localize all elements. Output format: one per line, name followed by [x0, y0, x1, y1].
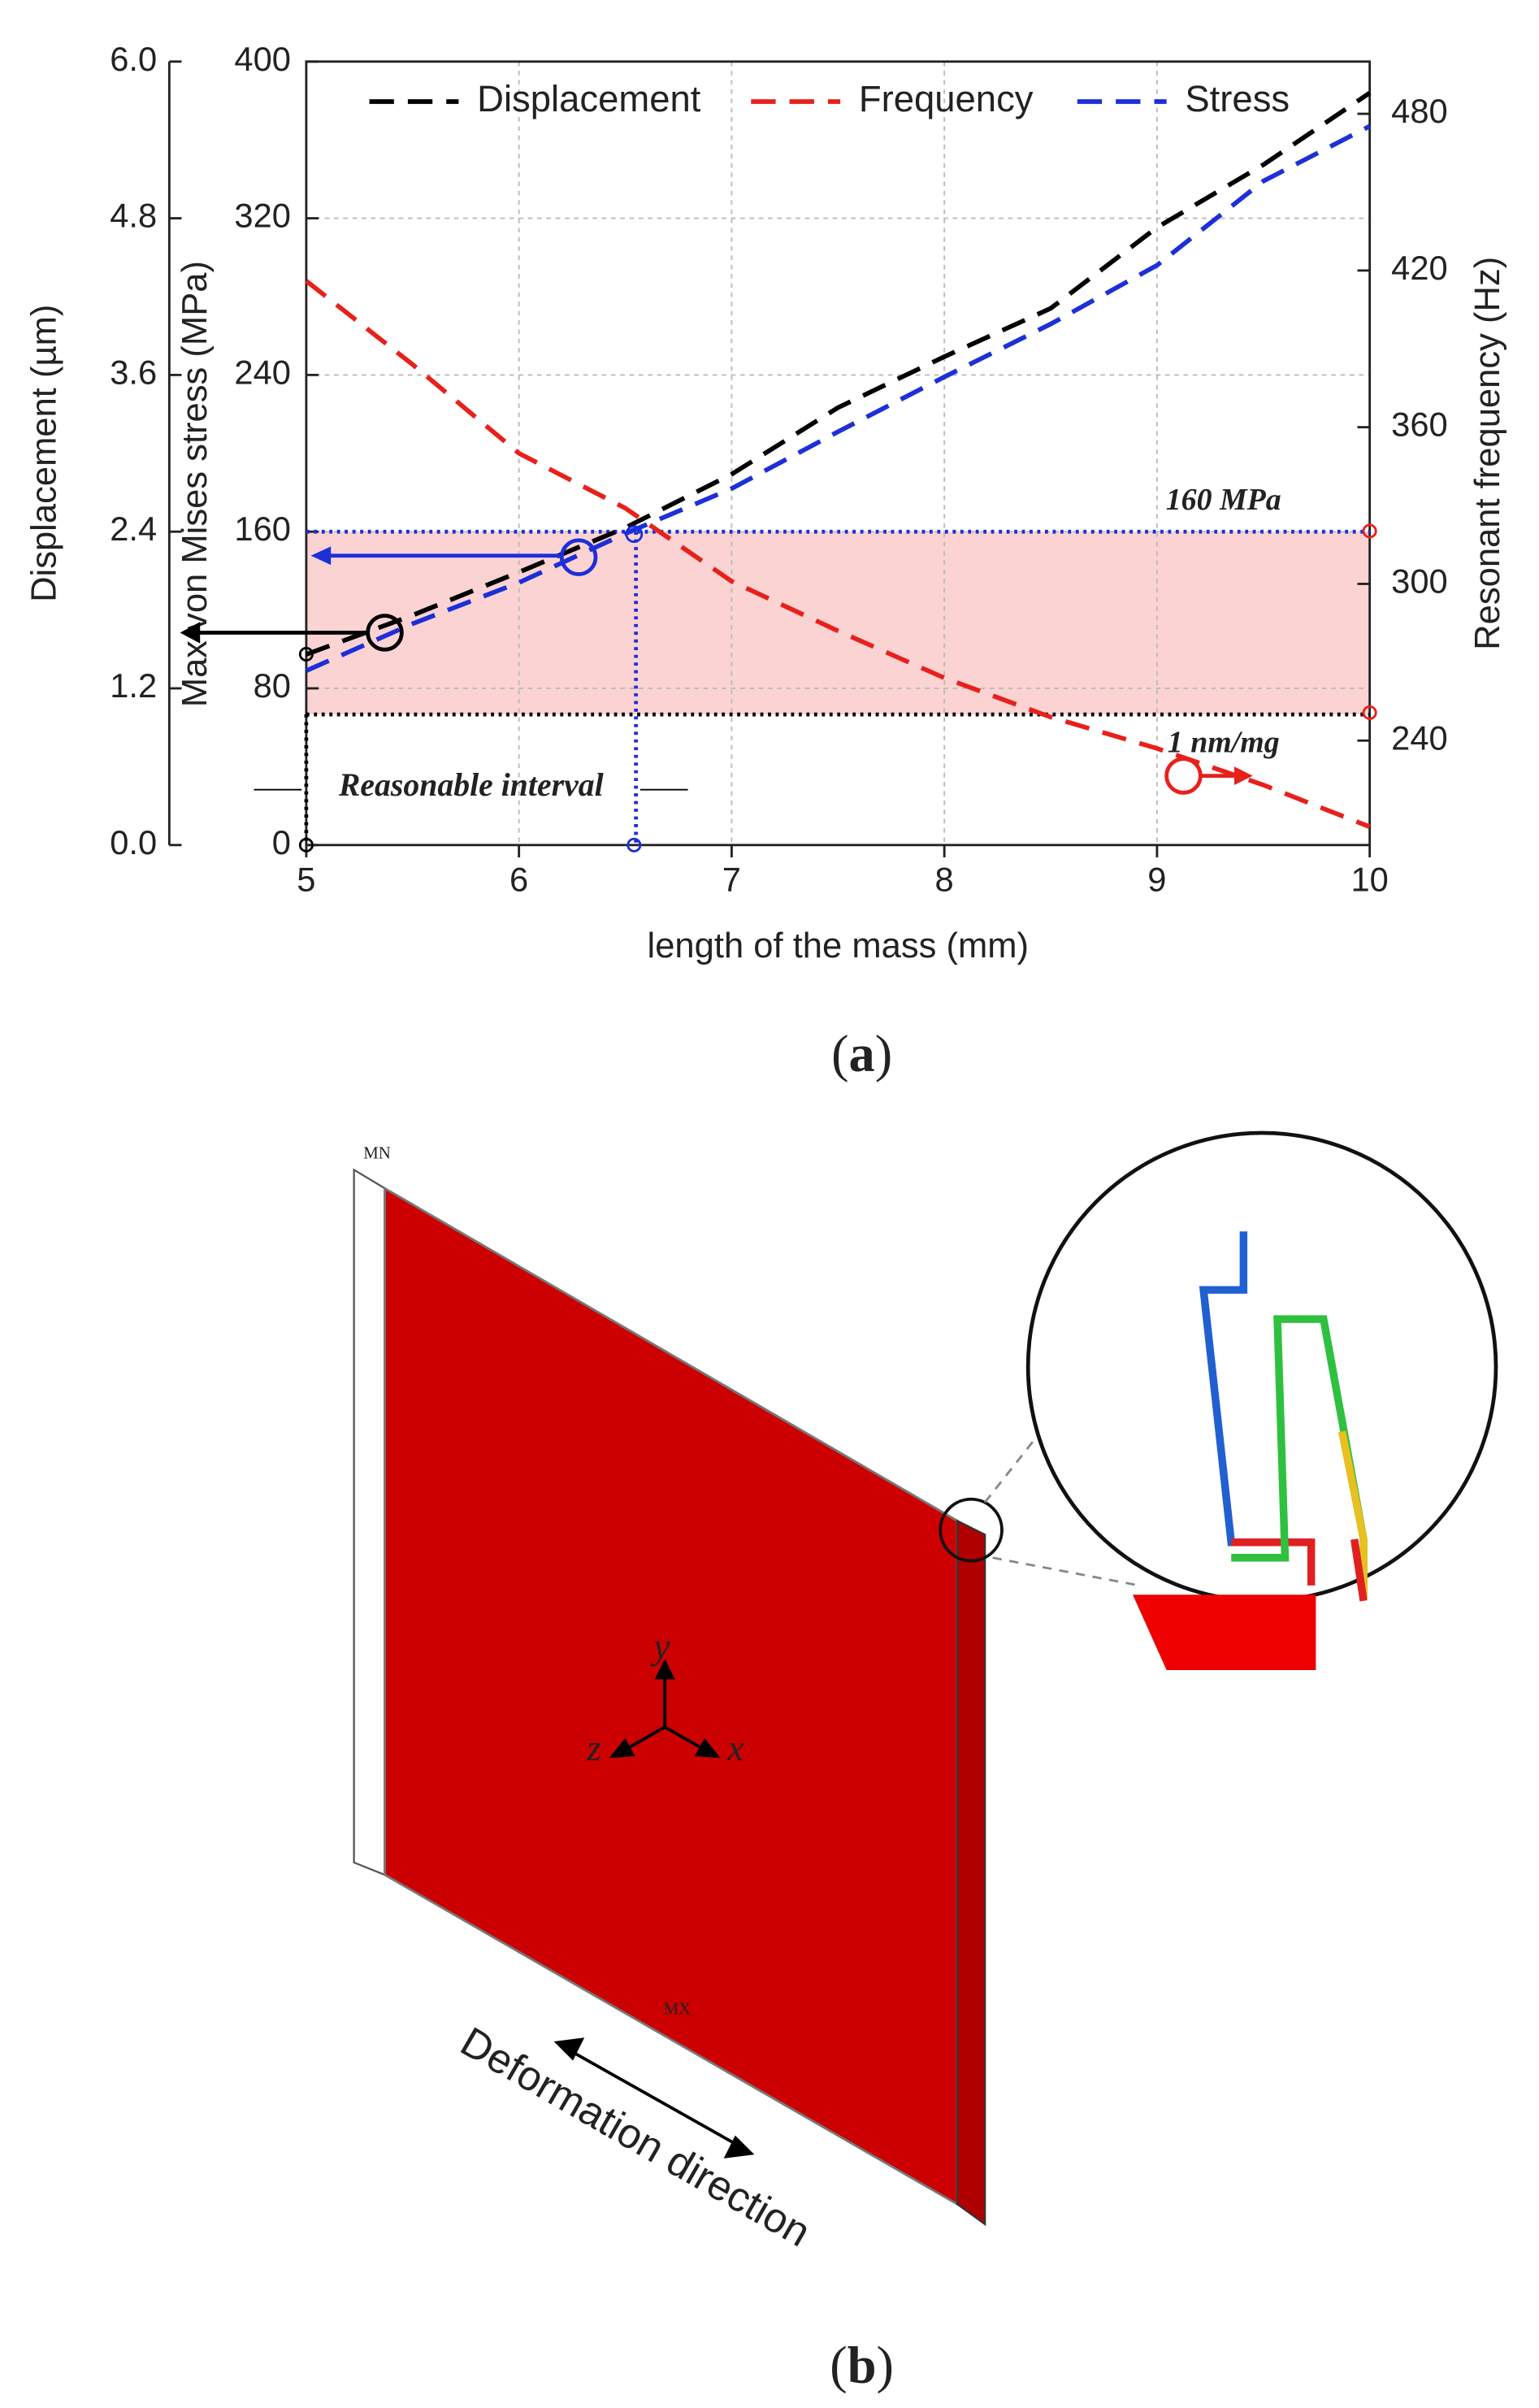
y3-tick-label: 0 — [272, 823, 291, 861]
y2-tick-label: 300 — [1391, 562, 1448, 600]
y3-tick-label: 320 — [234, 197, 291, 235]
axis-triad — [609, 1659, 721, 1759]
caption-letter: b — [848, 2336, 877, 2394]
triad-head — [654, 1659, 675, 1680]
chart-a: 5 6 7 8 9 10 length of the mass (mm) 0.0 1.2 2.4 3… — [24, 40, 1507, 965]
arrow-head — [1233, 766, 1253, 785]
y3-tick-label: 400 — [234, 40, 291, 78]
x-tick-label: 7 — [722, 860, 741, 898]
zoom-spot — [939, 1497, 1004, 1563]
reasonable-band — [306, 531, 1370, 715]
marker-circle — [298, 837, 314, 853]
x-tick-label: 9 — [1147, 860, 1166, 898]
y2-tick-label: 240 — [1391, 718, 1448, 757]
arrow-head — [310, 546, 332, 566]
caption-a: (a) — [831, 1025, 892, 1083]
annotation-label: Reasonable interval — [338, 767, 604, 803]
annotation-label: 160 MPa — [1166, 483, 1281, 517]
arrow-shaft — [568, 2049, 740, 2147]
x-axis-label: length of the mass (mm) — [648, 926, 1029, 965]
y-tick-label: 3.6 — [110, 353, 157, 391]
axis-x-label: x — [726, 1727, 743, 1768]
marker-circle — [626, 837, 642, 853]
arrow-head — [553, 2037, 585, 2061]
min-label: MN — [363, 1143, 391, 1162]
y-tick-label: 0.0 — [110, 823, 157, 861]
y3-tick-label: 240 — [234, 353, 291, 391]
series-line — [305, 90, 1372, 657]
axis-y-label: y — [650, 1625, 670, 1667]
y2-tick-label: 420 — [1391, 249, 1448, 287]
y3-tick-label: 160 — [234, 510, 291, 548]
marker-circle — [1362, 523, 1377, 539]
x-tick-label: 5 — [297, 860, 315, 898]
y-axis-label: Displacement (µm) — [24, 305, 63, 602]
triad-head — [609, 1738, 635, 1759]
caption-b: (b) — [830, 2336, 894, 2394]
legend-label: Displacement — [477, 78, 701, 119]
marker-circle — [1362, 705, 1377, 720]
anchor — [1132, 1594, 1316, 1671]
marker-circle — [1164, 757, 1203, 795]
y-tick-label: 2.4 — [110, 510, 157, 548]
series-line — [305, 124, 1371, 673]
plot-frame — [305, 60, 1372, 847]
arrow-head — [180, 622, 201, 644]
y-tick-label: 6.0 — [110, 40, 157, 78]
y2-axis-label: Resonant frequency (Hz) — [1468, 257, 1507, 650]
max-label: MX — [664, 1998, 691, 2018]
spring-stress — [1350, 1538, 1368, 1602]
y-tick-label: 1.2 — [110, 666, 157, 705]
legend-label: Stress — [1185, 78, 1290, 119]
marker-circle — [366, 614, 404, 652]
side-plate — [353, 1168, 386, 1877]
marker-circle — [298, 646, 314, 662]
arrow-head — [723, 2135, 755, 2159]
x-tick-label: 8 — [935, 860, 954, 898]
y2-tick-label: 360 — [1391, 406, 1448, 444]
legend-label: Frequency — [859, 78, 1034, 119]
y-tick-label: 4.8 — [110, 197, 157, 235]
zoom-line — [992, 1556, 1139, 1587]
caption-letter: a — [849, 1025, 875, 1083]
deformation-arrow — [553, 2037, 755, 2159]
mass-edge — [956, 1519, 986, 2227]
x-tick-label: 10 — [1350, 860, 1388, 898]
spring-end — [1231, 1538, 1316, 1586]
marker-circle — [559, 538, 598, 576]
y3-tick-label: 80 — [254, 666, 291, 705]
annotation-markers — [180, 523, 1377, 853]
figure-b: MN MX y z x Deformation direction — [353, 1130, 1498, 2255]
annotation-label: 1 nm/mg — [1168, 726, 1280, 760]
marker-circle — [625, 525, 644, 544]
axis-z-label: z — [586, 1727, 601, 1768]
x-tick-label: 6 — [509, 860, 528, 898]
triad-head — [694, 1738, 721, 1759]
zoom-inset — [1025, 1130, 1498, 1603]
y2-tick-label: 480 — [1391, 92, 1448, 130]
